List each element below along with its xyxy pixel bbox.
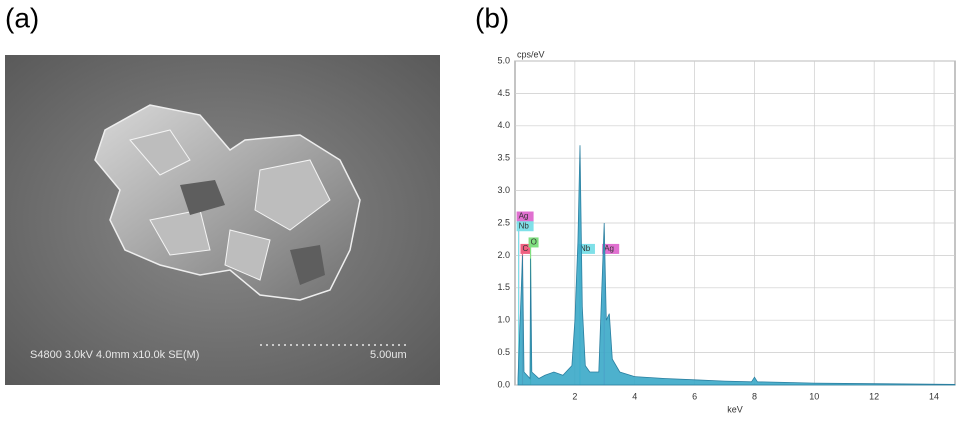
y-tick-label: 5.0 (497, 55, 510, 65)
eds-spectrum: 0.0 0.5 1.0 1.5 2.0 2.5 3.0 3.5 4.0 4.5 5.0 2 4 6 8 10 1… (497, 49, 956, 414)
y-tick-label: 2.5 (497, 217, 510, 227)
spectrum-area (517, 145, 956, 386)
y-tick-label: 0.0 (497, 379, 510, 389)
element-label: O (531, 238, 537, 247)
element-label-box (577, 243, 595, 254)
element-label: C (522, 244, 528, 253)
y-tick-label: 1.0 (497, 315, 510, 325)
y-tick-label: 3.0 (497, 185, 510, 195)
y-tick-label: 4.5 (497, 88, 510, 98)
y-tick-label: 1.5 (497, 282, 510, 292)
sem-image: S4800 3.0kV 4.0mm x10.0k SE(M) 5.00um (5, 55, 440, 385)
y-tick-label: 3.5 (497, 153, 510, 163)
element-label-box (602, 243, 620, 254)
y-tick-label: 0.5 (497, 347, 510, 357)
element-label-box (516, 211, 534, 222)
x-tick-label: 6 (692, 391, 697, 401)
x-axis-label: keV (727, 404, 743, 414)
x-tick-label: 10 (809, 391, 819, 401)
y-tick-label: 2.0 (497, 250, 510, 260)
element-label-box (528, 237, 539, 248)
x-tick-label: 14 (929, 391, 939, 401)
x-tick-label: 4 (632, 391, 637, 401)
element-label: Nb (580, 244, 591, 253)
y-tick-label: 4.0 (497, 120, 510, 130)
y-axis-label: cps/eV (517, 49, 545, 59)
panel-label: (b) (475, 2, 509, 33)
sem-caption: S4800 3.0kV 4.0mm x10.0k SE(M) (30, 349, 199, 361)
element-label: Ag (519, 212, 529, 221)
x-tick-label: 8 (752, 391, 757, 401)
scale-bar-label: 5.00um (370, 349, 407, 361)
element-label: Nb (519, 221, 530, 230)
element-label-box (516, 221, 534, 232)
x-tick-label: 12 (869, 391, 879, 401)
element-label-box (520, 243, 531, 254)
x-tick-label: 2 (572, 391, 577, 401)
panel-label: (a) (5, 2, 39, 33)
element-label: Ag (604, 244, 614, 253)
